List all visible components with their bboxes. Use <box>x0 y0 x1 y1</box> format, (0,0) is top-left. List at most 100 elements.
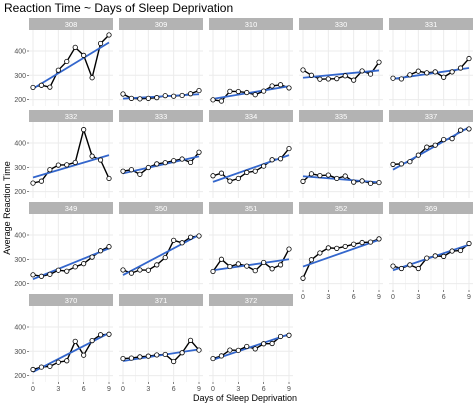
data-point <box>64 358 70 364</box>
strip-label: 309 <box>155 20 168 29</box>
strip-label: 308 <box>65 20 78 29</box>
strip-label: 370 <box>65 296 78 305</box>
data-point <box>47 363 53 369</box>
strip-background <box>209 18 293 30</box>
data-point <box>252 268 258 274</box>
y-tick-label: 200 <box>14 373 26 380</box>
data-point <box>154 161 160 167</box>
y-tick-label: 400 <box>14 141 26 148</box>
strip-label: 349 <box>65 204 78 213</box>
data-point <box>38 82 45 88</box>
linear-fit-line <box>392 243 470 272</box>
strip-background <box>209 294 293 306</box>
data-point <box>432 142 438 148</box>
data-point <box>187 337 194 343</box>
data-point <box>72 264 78 270</box>
data-point <box>277 156 284 162</box>
facet-panel-309: 309 <box>119 18 203 106</box>
data-point <box>359 68 365 74</box>
linear-fit-line <box>302 69 380 79</box>
data-point <box>47 167 53 173</box>
y-tick-label: 300 <box>14 73 26 80</box>
data-point <box>300 275 306 281</box>
data-point <box>277 333 284 340</box>
data-point <box>415 265 421 272</box>
data-point <box>171 93 177 99</box>
data-point <box>277 82 284 88</box>
data-point <box>196 87 202 94</box>
data-point <box>317 172 323 179</box>
facet-panel-349: 349 200 300 400 <box>14 202 113 290</box>
data-point <box>367 239 374 245</box>
x-tick-label: 3 <box>56 386 60 393</box>
data-point <box>171 358 177 365</box>
data-point <box>325 245 331 251</box>
strip-label: 351 <box>245 204 258 213</box>
linear-fit-line <box>122 155 200 175</box>
linear-fit-line <box>32 332 110 373</box>
strip-background <box>299 18 383 30</box>
chart-title: Reaction Time ~ Days of Sleep Deprivatio… <box>4 1 233 15</box>
data-point <box>415 68 421 74</box>
data-point <box>97 157 104 163</box>
data-point <box>30 366 36 373</box>
data-point <box>407 262 413 268</box>
data-point <box>210 355 216 362</box>
data-point <box>390 75 396 81</box>
x-tick-label: 6 <box>442 294 446 301</box>
data-point <box>55 359 61 365</box>
data-point <box>407 159 413 165</box>
data-point <box>424 144 430 150</box>
x-tick-label: 9 <box>197 386 201 393</box>
strip-background <box>119 294 203 306</box>
data-point <box>218 98 225 104</box>
data-point <box>252 346 258 352</box>
data-point <box>351 179 357 185</box>
strip-label: 332 <box>65 112 78 121</box>
data-point <box>218 256 225 262</box>
x-tick-label: 3 <box>236 386 240 393</box>
data-point <box>367 180 374 186</box>
facet-panel-337: 337 <box>389 110 473 198</box>
strip-background <box>299 202 383 214</box>
data-point <box>376 59 382 65</box>
data-point <box>154 95 160 101</box>
linear-fit-line <box>122 348 200 362</box>
data-point <box>47 84 53 90</box>
data-point <box>106 331 112 337</box>
data-point <box>97 248 104 254</box>
data-point <box>187 234 194 240</box>
data-point <box>227 88 233 94</box>
data-point <box>244 263 250 269</box>
strip-background <box>29 202 113 214</box>
facet-panel-308: 308 200 300 400 <box>14 18 113 106</box>
linear-fit-line <box>302 175 380 184</box>
linear-fit-line <box>122 93 200 100</box>
data-point <box>38 273 45 279</box>
facet-panel-330: 330 <box>299 18 383 106</box>
data-point <box>196 233 202 239</box>
facet-panel-352: 352 0 3 6 9 <box>299 202 383 301</box>
strip-background <box>29 294 113 306</box>
data-point <box>137 171 143 177</box>
data-point <box>162 351 168 358</box>
x-tick-label: 6 <box>262 386 266 393</box>
data-point <box>300 67 306 73</box>
data-point <box>30 84 36 91</box>
strip-label: 331 <box>425 20 438 29</box>
facet-panel-370: 370 200 300 400 0 3 6 9 <box>14 294 113 393</box>
strip-label: 335 <box>335 112 348 121</box>
data-point <box>325 76 331 82</box>
data-point <box>308 171 315 177</box>
data-point <box>244 169 250 175</box>
data-point <box>128 95 135 101</box>
data-point <box>72 44 78 50</box>
y-tick-label: 300 <box>14 257 26 264</box>
reaction-time-line <box>212 248 290 272</box>
strip-label: 350 <box>155 204 168 213</box>
strip-background <box>209 110 293 122</box>
data-point <box>457 247 464 254</box>
x-tick-label: 6 <box>82 386 86 393</box>
data-point <box>154 262 160 268</box>
data-point <box>64 268 70 274</box>
